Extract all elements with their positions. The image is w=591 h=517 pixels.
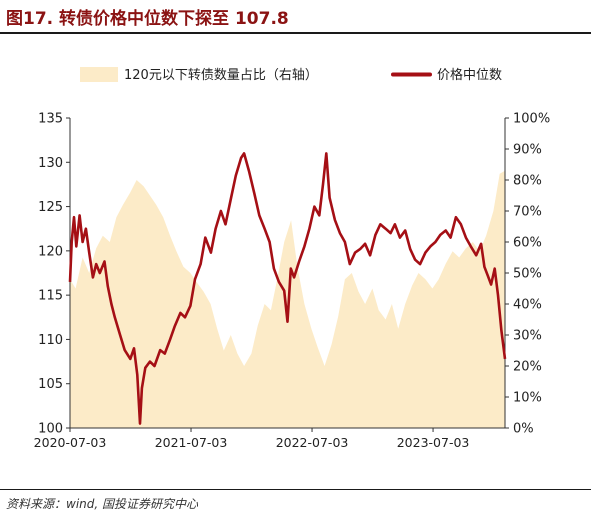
y-right-tick-label: 40% (513, 298, 542, 313)
y-right-tick-label: 20% (513, 360, 542, 375)
figure-title: 图17. 转债价格中位数下探至 107.8 (6, 9, 289, 29)
y-right-tick-label: 10% (513, 391, 542, 406)
y-left-tick-label: 130 (38, 156, 63, 171)
y-right-tick-label: 0% (513, 422, 534, 437)
legend-swatch-area (80, 67, 118, 82)
title-rule (0, 32, 591, 34)
y-left-tick-label: 100 (38, 422, 63, 437)
series-line-price-median (68, 152, 507, 425)
y-left-tick-label: 105 (38, 377, 63, 392)
y-left-tick-label: 110 (38, 333, 63, 348)
chart: 100 105 110 115 120 125 130 135 0% 10% 20% 30% 40% 50… (34, 67, 550, 450)
y-right-tick-label: 100% (513, 112, 550, 127)
source-rule (0, 489, 591, 490)
y-right-tick-label: 30% (513, 329, 542, 344)
y-right-tick-label: 60% (513, 236, 542, 251)
y-left-tick-label: 125 (38, 200, 63, 215)
series-area-below-120 (70, 170, 505, 428)
y-right-tick-label: 90% (513, 143, 542, 158)
y-right-tick-label: 70% (513, 205, 542, 220)
y-left-tick-label: 115 (38, 289, 63, 304)
legend-label-area: 120元以下转债数量占比（右轴） (124, 68, 318, 83)
x-tick-label: 2023-07-03 (397, 435, 470, 450)
source-note: 资料来源：wind, 国投证券研究中心 (6, 497, 199, 511)
y-right-tick-label: 50% (513, 267, 542, 282)
x-tick-label: 2022-07-03 (276, 435, 349, 450)
y-left-tick-label: 120 (38, 244, 63, 259)
y-right-tick-label: 80% (513, 174, 542, 189)
legend-label-line: 价格中位数 (437, 67, 502, 83)
x-tick-label: 2021-07-03 (155, 435, 228, 450)
y-left-tick-label: 135 (38, 112, 63, 127)
x-tick-label: 2020-07-03 (34, 435, 107, 450)
